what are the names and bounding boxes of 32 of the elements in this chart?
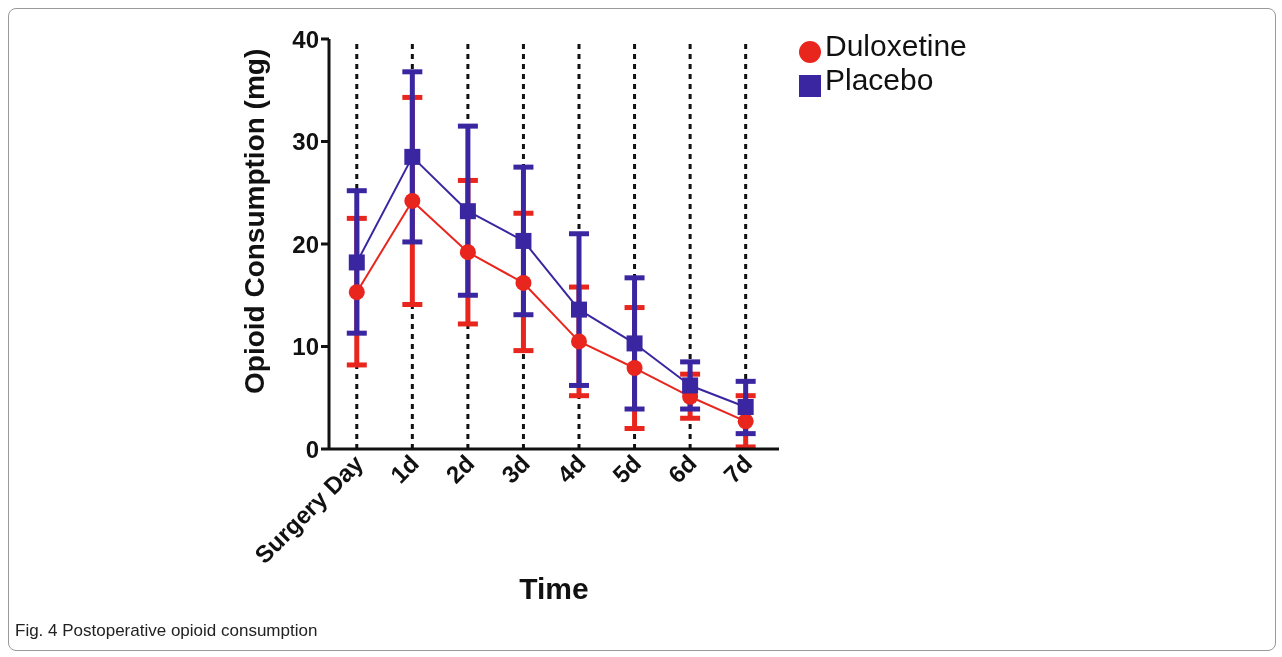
point: [515, 274, 532, 291]
x-tick-label: 3d: [496, 449, 535, 489]
point: [571, 333, 587, 350]
x-axis-title: Time: [519, 572, 589, 605]
x-tick-label: 4d: [551, 449, 591, 489]
y-tick-label: 20: [292, 230, 319, 258]
legend-label: Placebo: [825, 63, 934, 96]
caption: Fig. 4 Postoperative opioid consumption: [15, 621, 318, 641]
x-tick-label: 5d: [607, 449, 647, 489]
point: [348, 254, 365, 271]
x-tick-label: 6d: [662, 449, 702, 489]
point: [571, 301, 587, 318]
x-tick-label: 2d: [440, 449, 480, 489]
point: [348, 284, 365, 301]
x-tick-label: 7d: [718, 449, 758, 489]
y-tick-label: 30: [292, 128, 319, 156]
point: [682, 377, 699, 394]
point: [737, 398, 754, 415]
point: [626, 335, 643, 352]
y-tick-label: 0: [305, 435, 319, 463]
y-tick-label: 40: [292, 25, 319, 53]
point: [459, 203, 476, 220]
x-tick-label: 1d: [384, 449, 424, 489]
point: [404, 148, 421, 165]
point: [515, 232, 532, 249]
legend-label: Duloxetine: [825, 29, 967, 62]
point: [404, 192, 421, 209]
point: [737, 413, 754, 430]
point: [459, 244, 476, 261]
point: [626, 360, 643, 377]
y-tick-label: 10: [292, 333, 319, 361]
y-axis-title: Opioid Consumption (mg): [238, 48, 270, 394]
